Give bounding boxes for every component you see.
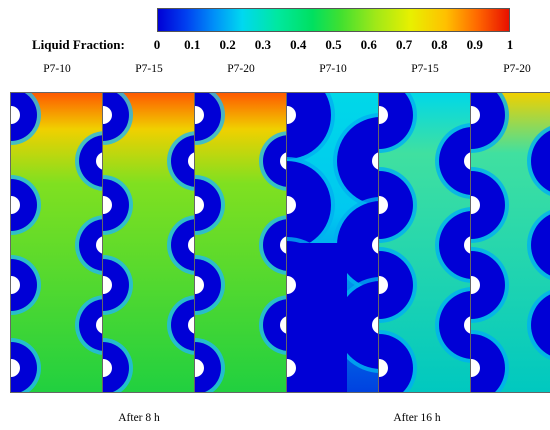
- tube-section: [195, 106, 204, 124]
- tube-section: [96, 236, 103, 254]
- tube-section: [280, 236, 287, 254]
- tube-section: [188, 316, 195, 334]
- colorbar-tick-label: 0: [153, 37, 161, 52]
- tube-section: [287, 196, 296, 214]
- tube-section: [464, 316, 471, 334]
- tube-section: [103, 106, 112, 124]
- colorbar-tick-label: 0.2: [219, 37, 236, 52]
- tube-section: [103, 196, 112, 214]
- contour-panel: [378, 92, 472, 393]
- colorbar-tick-label: 0.9: [466, 37, 483, 52]
- colorbar-tick-label: 0.7: [395, 37, 413, 52]
- panel-label: P7-10: [43, 63, 71, 75]
- tube-section: [287, 276, 296, 294]
- tube-section: [379, 276, 388, 294]
- contour-panel: [194, 92, 288, 393]
- contour-panel: [286, 92, 380, 393]
- tube-section: [379, 196, 388, 214]
- colorbar-tick-label: 0.6: [360, 37, 377, 52]
- tube-section: [280, 152, 287, 170]
- contour-panel: [470, 92, 550, 393]
- colorbar-tick-label: 0.8: [431, 37, 448, 52]
- tube-section: [464, 236, 471, 254]
- tube-section: [11, 359, 20, 377]
- tube-section: [372, 316, 379, 334]
- tube-section: [96, 152, 103, 170]
- tube-section: [11, 276, 20, 294]
- tube-section: [379, 359, 388, 377]
- tube-section: [103, 276, 112, 294]
- tube-section: [471, 106, 480, 124]
- tube-section: [11, 196, 20, 214]
- tube-section: [188, 236, 195, 254]
- tube-section: [471, 359, 480, 377]
- panel-label: P7-20: [227, 63, 255, 75]
- tube-section: [96, 316, 103, 334]
- colorbar-tick-label: 0.4: [290, 37, 307, 52]
- tube-section: [471, 196, 480, 214]
- tube-section: [195, 276, 204, 294]
- liquid-fraction-colorbar: [157, 8, 510, 32]
- tube-section: [471, 276, 480, 294]
- panel-label: P7-20: [503, 63, 531, 75]
- tube-section: [464, 152, 471, 170]
- tube-section: [287, 106, 296, 124]
- contour-panel: [10, 92, 104, 393]
- tube-section: [372, 236, 379, 254]
- tube-section: [372, 152, 379, 170]
- colorbar-tick-label: 0.1: [184, 37, 201, 52]
- tube-section: [103, 359, 112, 377]
- tube-section: [195, 359, 204, 377]
- panel-label: P7-15: [135, 63, 163, 75]
- colorbar-title: Liquid Fraction:: [32, 37, 125, 52]
- colorbar-tick-label: 1: [506, 37, 514, 52]
- colorbar-tick-label: 0.3: [254, 37, 272, 52]
- tube-section: [11, 106, 20, 124]
- caption-after-8h: After 8 h: [118, 412, 160, 424]
- panel-label: P7-15: [411, 63, 439, 75]
- caption-after-16h: After 16 h: [393, 412, 441, 424]
- tube-section: [379, 106, 388, 124]
- colorbar-tick-label: 0.5: [325, 37, 342, 52]
- tube-section: [195, 196, 204, 214]
- contour-panel: [102, 92, 196, 393]
- tube-section: [287, 359, 296, 377]
- tube-section: [280, 316, 287, 334]
- panel-label: P7-10: [319, 63, 347, 75]
- tube-section: [188, 152, 195, 170]
